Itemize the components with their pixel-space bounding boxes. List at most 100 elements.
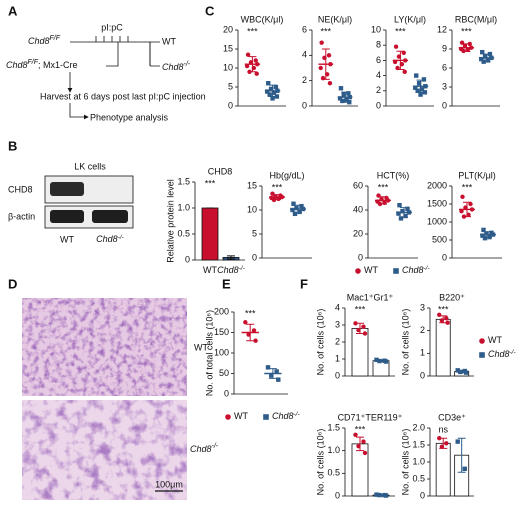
point xyxy=(338,86,344,91)
significance: *** xyxy=(321,26,332,36)
panel-letter: C xyxy=(205,3,215,18)
point xyxy=(460,194,465,199)
significance: *** xyxy=(247,26,258,36)
chart-title: LY(K/μl) xyxy=(394,14,426,24)
chart: 0 1 2 3 B220⁺ No. of cells (10⁶) *** xyxy=(400,292,474,380)
y-tick-label: 0 xyxy=(228,100,233,110)
point xyxy=(437,436,442,441)
point xyxy=(270,96,275,101)
point xyxy=(248,60,254,65)
point xyxy=(461,214,467,219)
row-label: Chd8-/- xyxy=(190,443,219,455)
chart: 0 5 10 15 Hb(g/dL) *** xyxy=(247,170,312,262)
point xyxy=(347,100,352,105)
y-tick-label: 15 xyxy=(247,180,257,190)
panel-letter: D xyxy=(8,276,17,291)
point xyxy=(273,84,279,90)
point xyxy=(469,45,474,50)
y-tick-label: 0 xyxy=(185,254,190,264)
point xyxy=(346,91,351,96)
chart-title: Mac1⁺Gr1⁺ xyxy=(347,292,394,302)
significance: *** xyxy=(355,424,366,434)
point xyxy=(265,89,270,94)
blot-title: LK cells xyxy=(74,161,106,171)
significance: *** xyxy=(395,26,406,36)
point xyxy=(300,206,306,212)
bar xyxy=(435,318,451,377)
point xyxy=(265,365,271,370)
point xyxy=(466,212,471,217)
chart-title: RBC(M/μl) xyxy=(455,14,497,24)
legend: WT Chd8-/- xyxy=(355,265,430,275)
point xyxy=(322,55,327,61)
point xyxy=(324,72,330,77)
y-tick-label: 1.5 xyxy=(327,422,340,432)
point xyxy=(455,368,460,373)
point xyxy=(398,216,404,221)
point xyxy=(383,493,389,498)
point xyxy=(402,69,407,75)
panel-letter: B xyxy=(8,138,17,153)
treatment-label: pI:pC xyxy=(101,22,123,32)
y-tick-label: 1500 xyxy=(427,198,447,208)
point xyxy=(396,211,401,216)
y-axis-label: No. of cells (10⁶) xyxy=(315,309,325,376)
error-bar xyxy=(227,255,235,260)
y-tick-label: 12 xyxy=(437,24,447,34)
point xyxy=(267,92,272,97)
group-label: Chd8-/- xyxy=(488,349,516,360)
point xyxy=(320,75,326,81)
lane-label: Chd8-/- xyxy=(96,234,124,245)
chart-title: B220⁺ xyxy=(439,292,465,302)
chart: 0 2 4 6 8 10 LY(K/μl) *** xyxy=(371,14,434,110)
point xyxy=(415,88,420,93)
y-tick-label: 1.5 xyxy=(412,439,425,449)
significance: *** xyxy=(205,178,216,188)
y-tick-label: 6 xyxy=(442,62,447,72)
y-tick-label: 9 xyxy=(442,43,447,53)
y-tick-label: 2 xyxy=(335,336,340,346)
point xyxy=(383,359,389,364)
point xyxy=(462,466,467,471)
group-label: Chd8-/- xyxy=(217,265,245,276)
chart-title: NE(K/μl) xyxy=(318,14,352,24)
point xyxy=(340,98,345,104)
point xyxy=(290,207,295,213)
point xyxy=(326,53,332,58)
point xyxy=(268,86,274,92)
panel-letter: A xyxy=(8,3,18,18)
point xyxy=(353,321,358,326)
significance: *** xyxy=(462,182,473,192)
y-tick-label: 6 xyxy=(302,24,307,34)
y-tick-label: 0.5 xyxy=(327,468,340,478)
band xyxy=(50,210,84,223)
point xyxy=(269,373,274,378)
point xyxy=(459,40,465,45)
y-axis-label: No. of total cells (10⁶) xyxy=(204,310,214,396)
y-tick-label: 6 xyxy=(376,55,381,65)
y-tick-label: 40 xyxy=(353,204,363,214)
point xyxy=(291,201,296,206)
genotype-label: Chd8F/F xyxy=(28,35,61,47)
point xyxy=(439,318,445,323)
y-tick-label: 10 xyxy=(223,62,233,72)
error-bar xyxy=(356,436,364,452)
y-tick-label: 5 xyxy=(252,228,257,238)
y-tick-label: 4 xyxy=(376,70,381,80)
point xyxy=(403,213,408,219)
y-tick-label: 10 xyxy=(371,24,381,34)
point xyxy=(328,61,333,67)
y-tick-label: 1 xyxy=(420,348,425,358)
point xyxy=(462,43,468,49)
y-tick-label: 20 xyxy=(353,228,363,238)
chart-title: CD71⁺TER119⁺ xyxy=(338,412,403,422)
significance: *** xyxy=(245,308,256,318)
point xyxy=(318,65,323,71)
point xyxy=(362,331,368,336)
y-tick-label: 500 xyxy=(432,234,447,244)
y-tick-label: 60 xyxy=(353,180,363,190)
y-tick-label: 0 xyxy=(420,490,425,500)
group-label: WT xyxy=(364,265,378,275)
point xyxy=(251,65,257,71)
significance: *** xyxy=(355,304,366,314)
